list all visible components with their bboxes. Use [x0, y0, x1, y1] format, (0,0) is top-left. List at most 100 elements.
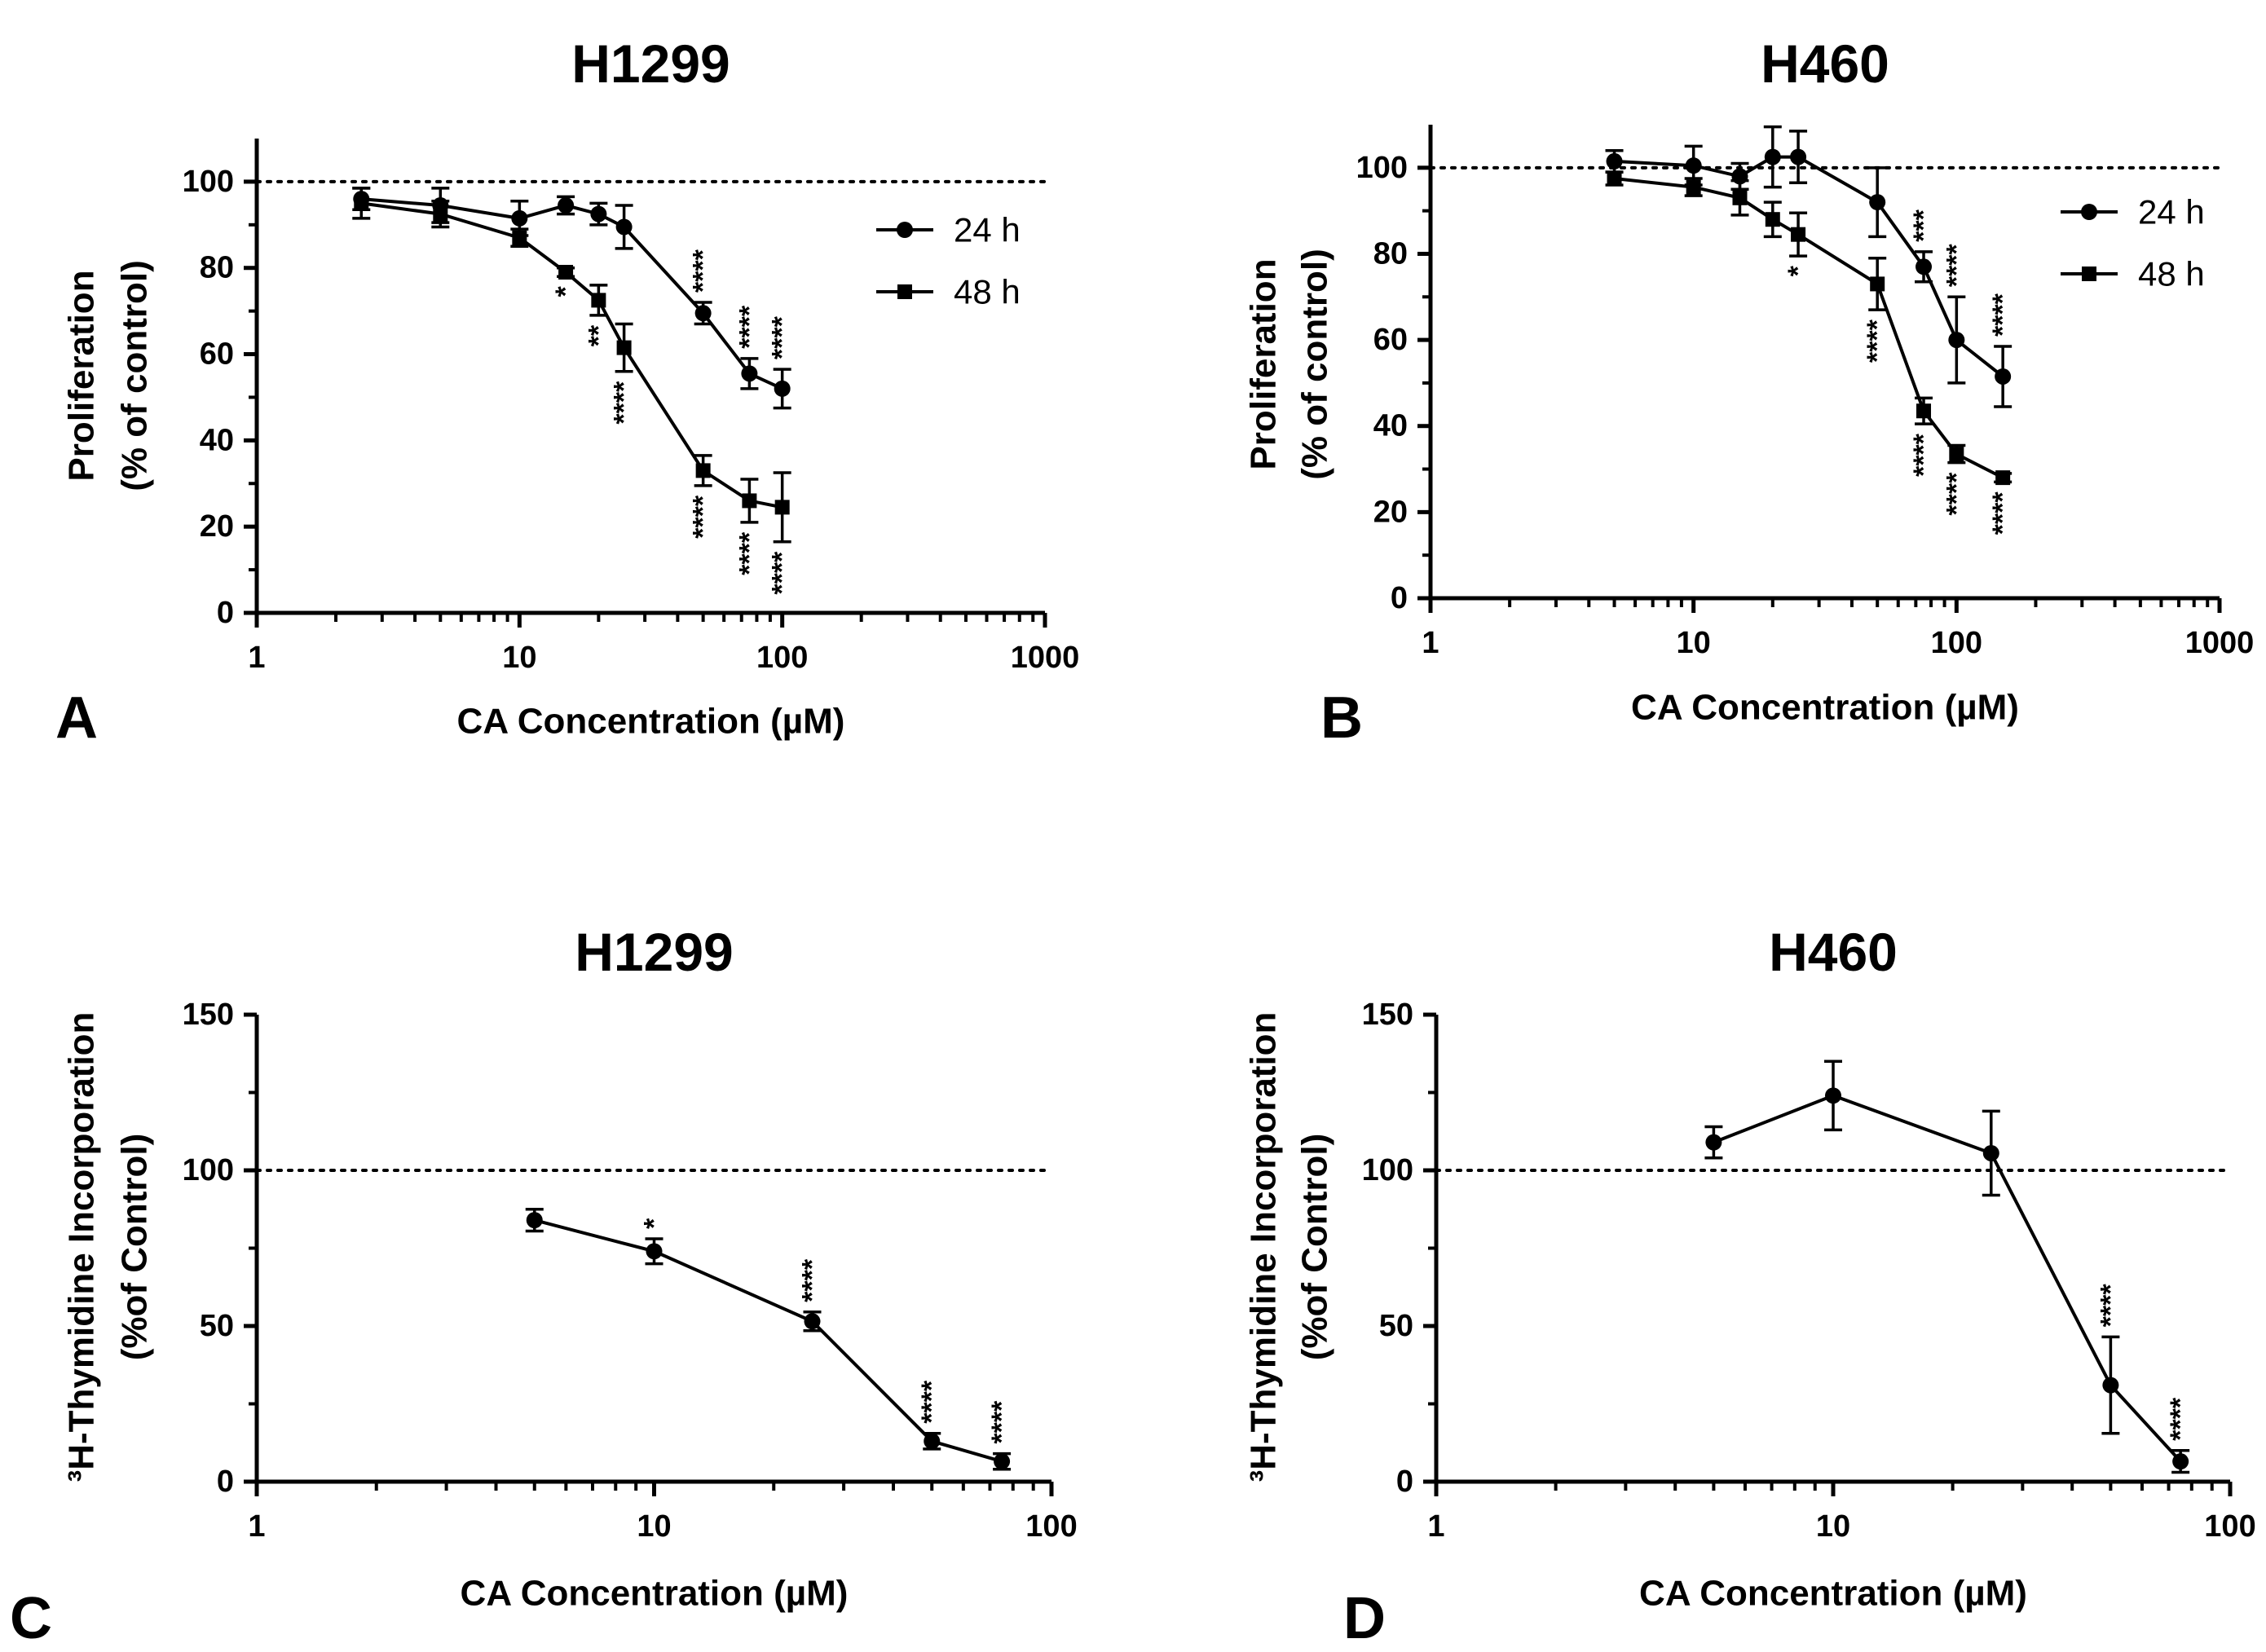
legend-marker-circle: [2081, 204, 2097, 220]
y-tick-label: 40: [1373, 409, 1408, 443]
panel-letter: C: [10, 1586, 52, 1651]
significance-marker: ****: [767, 315, 798, 359]
data-point-circle: [1790, 148, 1807, 165]
legend-label: 24 h: [2138, 193, 2205, 231]
data-point-square: [1916, 403, 1932, 419]
significance-marker: ****: [2165, 1397, 2196, 1441]
x-tick-label: 100: [756, 641, 808, 675]
data-point-square: [1995, 470, 2011, 486]
legend-marker-circle: [897, 222, 913, 238]
data-point-square: [1870, 276, 1885, 292]
data-point-circle: [1606, 152, 1623, 170]
y-axis-label: (% of control): [1295, 249, 1335, 480]
y-tick-label: 0: [217, 1465, 234, 1499]
legend-label: 48 h: [2138, 255, 2205, 293]
data-point-square: [1607, 171, 1622, 187]
data-point-square: [512, 230, 527, 245]
significance-marker: ****: [609, 381, 640, 425]
significance-marker: ****: [1987, 491, 2018, 535]
data-point-circle: [1916, 258, 1933, 275]
data-point-circle: [694, 305, 712, 322]
data-point-circle: [2172, 1453, 2189, 1470]
x-tick-label: 100: [1931, 626, 1982, 660]
series-line-2: [1614, 177, 2004, 479]
legend-label: 48 h: [954, 273, 1021, 311]
x-tick-label: 1: [1427, 1509, 1444, 1544]
y-tick-label: 150: [183, 998, 234, 1032]
data-point-circle: [1982, 1144, 1999, 1161]
significance-marker: *: [550, 286, 581, 297]
panel-letter: A: [55, 685, 98, 751]
series-line-1: [534, 1218, 1003, 1464]
data-point-circle: [1948, 332, 1965, 349]
panel-letter: B: [1320, 685, 1363, 751]
data-point-square: [1791, 227, 1806, 242]
y-tick-label: 80: [200, 251, 234, 285]
data-point-circle: [994, 1453, 1011, 1470]
x-axis-label: CA Concentration (µM): [457, 702, 845, 742]
data-point-square: [695, 463, 711, 478]
x-axis-label: CA Concentration (µM): [1639, 1574, 2027, 1614]
significance-marker: ****: [1987, 293, 2018, 337]
data-point-circle: [615, 218, 633, 236]
data-point-square: [616, 340, 632, 355]
significance-marker: ****: [916, 1380, 947, 1424]
data-point-circle: [1995, 368, 2012, 385]
x-tick-label: 1: [248, 641, 265, 675]
data-point-circle: [924, 1433, 941, 1450]
significance-marker: ****: [1908, 433, 1939, 477]
data-point-circle: [774, 380, 791, 397]
y-axis-label: Proliferation: [62, 270, 102, 481]
data-point-square: [742, 493, 757, 509]
data-point-circle: [526, 1212, 543, 1229]
y-axis-label: ³H-Thymidine Incorporation: [1244, 1012, 1284, 1482]
data-point-square: [591, 293, 606, 308]
data-point-square: [354, 196, 369, 211]
data-point-square: [1949, 447, 1964, 462]
y-tick-label: 40: [200, 423, 234, 457]
chart-title: H1299: [575, 922, 734, 982]
data-point-circle: [558, 197, 575, 214]
x-tick-label: 10: [1677, 626, 1711, 660]
x-tick-label: 100: [2204, 1509, 2255, 1544]
y-tick-label: 20: [1373, 495, 1408, 529]
significance-marker: ****: [1941, 244, 1972, 288]
panel-b: H460 0 20 40 60 80 100 1 10 100 1000 CA Concentrati…: [1244, 33, 2255, 751]
data-point-square: [433, 206, 448, 222]
y-tick-label: 50: [1379, 1309, 1413, 1343]
y-tick-label: 100: [183, 165, 234, 199]
data-point-circle: [590, 205, 607, 222]
data-point-circle: [2102, 1377, 2119, 1394]
y-tick-label: 60: [200, 337, 234, 372]
x-tick-label: 1: [1422, 626, 1439, 660]
x-axis-label: CA Concentration (µM): [461, 1574, 849, 1614]
significance-marker: ****: [1862, 319, 1893, 363]
y-axis-label: (%of Control): [1295, 1134, 1335, 1361]
data-point-circle: [646, 1243, 663, 1260]
x-tick-label: 10: [1816, 1509, 1850, 1544]
data-point-circle: [511, 209, 528, 227]
y-axis-label: (%of Control): [115, 1134, 155, 1361]
data-point-circle: [1764, 148, 1781, 165]
y-tick-label: 0: [217, 596, 234, 630]
x-tick-label: 10: [637, 1509, 671, 1544]
y-tick-label: 60: [1373, 323, 1408, 357]
y-axis-label: ³H-Thymidine Incorporation: [62, 1012, 102, 1482]
data-point-circle: [1685, 157, 1702, 174]
data-point-square: [774, 500, 790, 515]
y-tick-label: 80: [1373, 236, 1408, 271]
x-tick-label: 10: [502, 641, 536, 675]
y-axis-label: Proliferation: [1244, 258, 1284, 469]
significance-marker: ****: [734, 531, 765, 575]
y-tick-label: 150: [1362, 998, 1413, 1032]
significance-marker: ****: [796, 1258, 827, 1302]
chart-title: H1299: [571, 33, 730, 94]
significance-marker: *: [639, 1218, 670, 1229]
y-tick-label: 0: [1391, 581, 1408, 615]
y-axis-label: (% of control): [115, 260, 155, 491]
y-tick-label: 20: [200, 509, 234, 544]
data-point-circle: [1825, 1087, 1841, 1104]
significance-marker: ****: [1941, 472, 1972, 516]
data-point-circle: [804, 1313, 821, 1330]
